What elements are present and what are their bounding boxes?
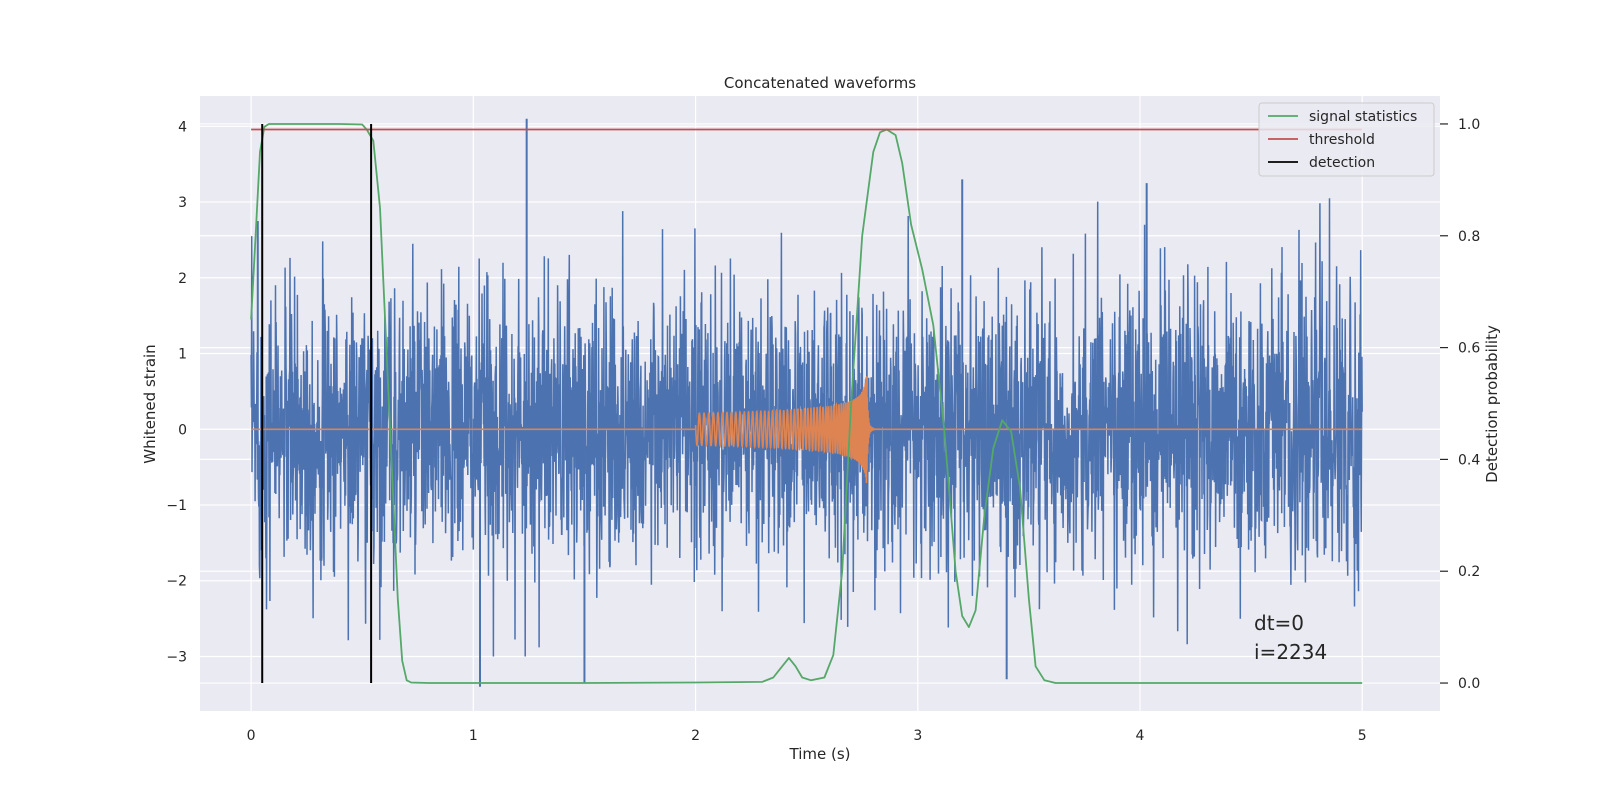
y-tick-label: 4 [178,119,187,135]
chart-title: Concatenated waveforms [724,74,916,92]
y-tick-label: 1 [178,347,187,363]
annotation-index: i=2234 [1254,640,1327,664]
legend-label-statistics: signal statistics [1309,109,1417,125]
x-tick-label: 0 [247,728,256,744]
y-tick-label: −3 [166,649,187,665]
y-tick-label: 2 [178,271,187,287]
y-axis-label: Whitened strain [141,344,159,463]
legend-label-detection: detection [1309,155,1375,171]
noise-line [250,198,1363,657]
y-tick-label: 0 [178,422,187,438]
y-tick-label: −2 [166,574,187,590]
legend: signal statistics threshold detection [1258,102,1435,177]
y-tick-label: −1 [166,498,187,514]
y2-tick-label: 0.8 [1458,229,1480,245]
x-tick-label: 5 [1358,728,1367,744]
x-tick-label: 1 [469,728,478,744]
x-axis-label: Time (s) [789,745,851,763]
y2-axis-ticks: 0.0 0.2 0.4 0.6 0.8 1.0 [1440,117,1480,692]
statistics-series [250,123,1363,684]
signal-series [251,376,1363,483]
x-tick-label: 4 [1136,728,1145,744]
y-tick-label: 3 [178,195,187,211]
y2-tick-label: 0.4 [1458,452,1480,468]
x-tick-label: 2 [691,728,700,744]
noise-series [250,118,1363,687]
y2-tick-label: 1.0 [1458,117,1480,133]
signal-line [251,376,1363,483]
y2-axis-label: Detection probability [1483,325,1501,483]
y2-tick-label: 0.0 [1458,676,1480,692]
y2-tick-label: 0.2 [1458,564,1480,580]
legend-box [1258,102,1435,177]
legend-label-threshold: threshold [1309,132,1375,148]
y-axis-ticks: −3 −2 −1 0 1 2 3 4 [166,119,187,665]
x-tick-label: 3 [913,728,922,744]
annotation-dt: dt=0 [1254,611,1304,635]
x-axis-ticks: 0 1 2 3 4 5 [247,728,1367,744]
y2-tick-label: 0.6 [1458,341,1480,357]
